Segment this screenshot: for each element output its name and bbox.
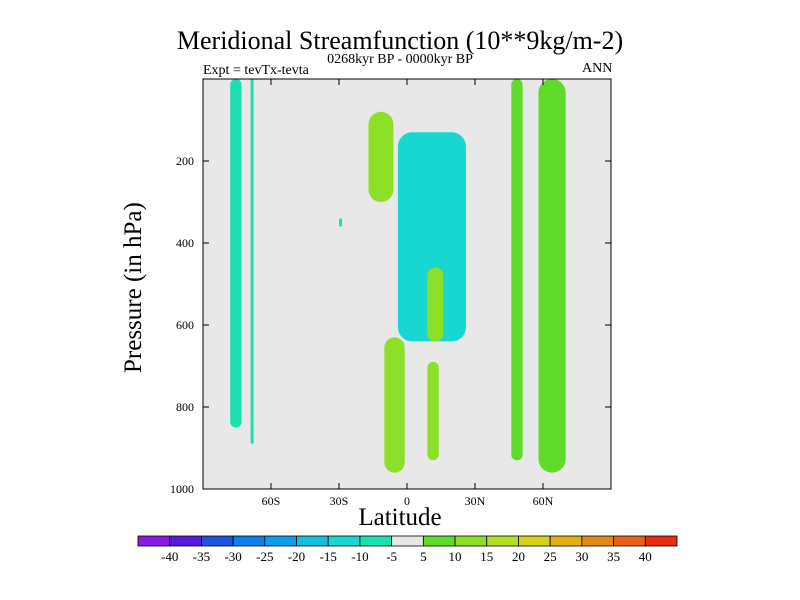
colorbar-box (518, 535, 551, 547)
colorbar-label: -20 (288, 549, 305, 564)
y-tick-label: 200 (176, 154, 194, 168)
colorbar-box (581, 535, 614, 547)
colorbar-label: -10 (351, 549, 368, 564)
colorbar-label: 10 (449, 549, 462, 564)
chart-title: Meridional Streamfunction (10**9kg/m-2) (176, 26, 624, 55)
contour-region-8 (427, 361, 439, 461)
colorbar-box (549, 535, 583, 547)
colorbar-label: 20 (512, 549, 525, 564)
contour-region-5 (368, 111, 394, 202)
contour-region-10 (538, 79, 566, 473)
x-tick-label: 30S (330, 494, 349, 508)
colorbar-label: -25 (256, 549, 273, 564)
chart-subtitle-right: ANN (582, 61, 613, 76)
colorbar-box (644, 535, 678, 547)
contour-region-7 (384, 337, 405, 473)
contour-region-6 (427, 267, 444, 342)
contour-region-9 (511, 79, 523, 461)
contour-region-2 (250, 79, 254, 444)
x-tick-label: 60N (533, 494, 554, 508)
x-tick-label: 30N (465, 494, 486, 508)
colorbar-box (296, 535, 329, 547)
x-tick-label: 0 (404, 494, 410, 508)
colorbar-label: -35 (193, 549, 210, 564)
colorbar-box (454, 535, 488, 547)
colorbar-label: 25 (544, 549, 557, 564)
colorbar-box (391, 535, 424, 547)
y-tick-label: 1000 (170, 482, 194, 496)
colorbar-box (264, 535, 297, 547)
y-tick-label: 800 (176, 400, 194, 414)
colorbar-label: -30 (224, 549, 241, 564)
colorbar-label: 35 (607, 549, 620, 564)
x-tick-label: 60S (262, 494, 281, 508)
colorbar-label: -5 (386, 549, 397, 564)
colorbar-label: -15 (320, 549, 337, 564)
colorbar-label: 15 (480, 549, 493, 564)
colorbar-box (486, 535, 519, 547)
colorbar-box (359, 535, 393, 547)
colorbar-label: 40 (639, 549, 652, 564)
y-tick-label: 400 (176, 236, 194, 250)
contour-region-4 (397, 132, 466, 342)
colorbar-box (169, 535, 202, 547)
chart-subtitle-center: 0268kyr BP - 0000kyr BP (327, 52, 473, 67)
colorbar-box (232, 535, 266, 547)
chart-subtitle-left: Expt = tevTx-tevta (203, 63, 309, 78)
contour-region-3 (339, 218, 342, 227)
colorbar-label: -40 (161, 549, 178, 564)
colorbar-label: 5 (420, 549, 427, 564)
colorbar-box (327, 535, 361, 547)
colorbar-box (613, 535, 646, 547)
x-axis-label: Latitude (358, 504, 442, 531)
colorbar-box (137, 535, 171, 547)
colorbar-box (422, 535, 456, 547)
contour-region-1 (230, 79, 242, 428)
y-tick-label: 600 (176, 318, 194, 332)
colorbar-box (201, 535, 234, 547)
colorbar-label: 30 (575, 549, 588, 564)
